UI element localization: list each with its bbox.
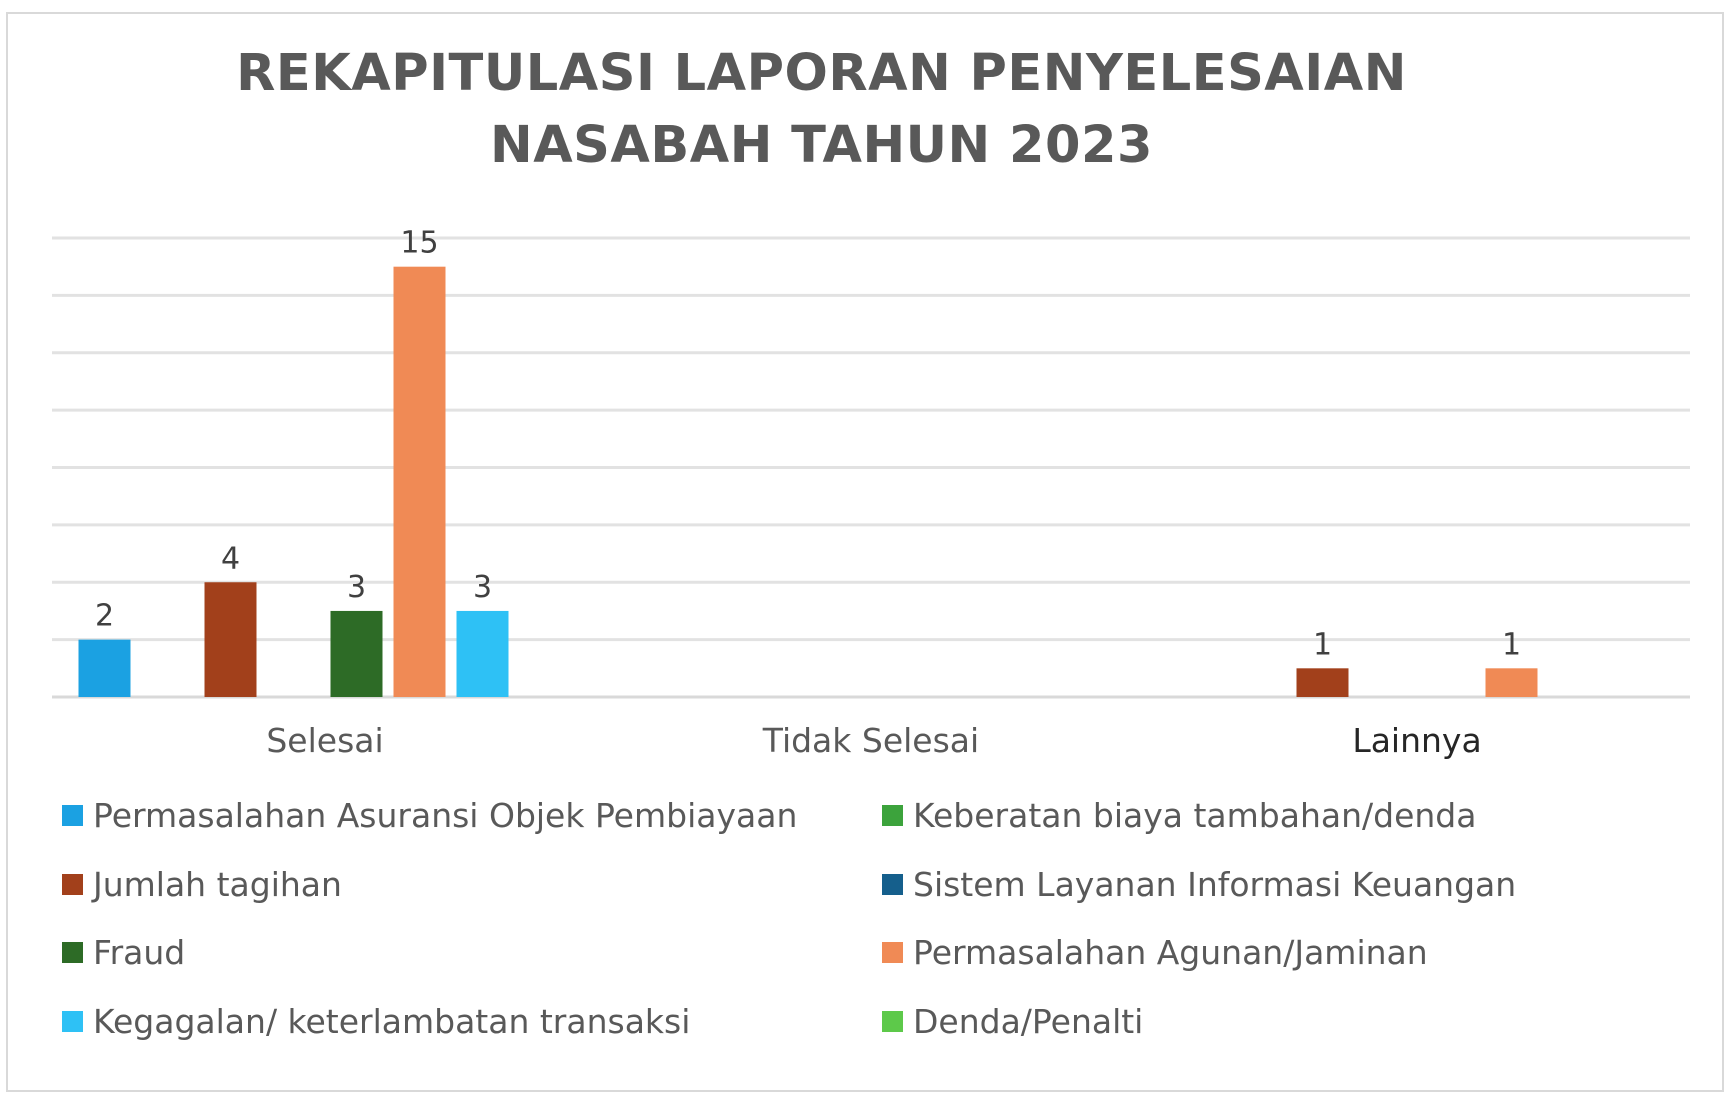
bar (204, 582, 257, 697)
bar (1296, 668, 1349, 697)
data-labels: 2 4 3 15 3 1 1 (95, 226, 1521, 663)
data-label: 2 (95, 599, 114, 634)
category-label: Selesai (266, 721, 383, 760)
gridlines (52, 236, 1690, 699)
bar (456, 610, 509, 697)
data-label: 3 (347, 570, 366, 605)
bar (1485, 668, 1538, 697)
data-label: 1 (1502, 627, 1521, 662)
data-label: 4 (221, 541, 240, 576)
bar (78, 639, 131, 697)
bar (330, 610, 383, 697)
data-label: 3 (473, 570, 492, 605)
chart-frame (6, 12, 1724, 1092)
data-label: 1 (1313, 627, 1332, 662)
chart-title: REKAPITULASI LAPORAN PENYELESAIAN NASABA… (236, 44, 1407, 175)
bars (78, 266, 1538, 697)
category-label: Tidak Selesai (762, 721, 979, 760)
category-labels: Selesai Tidak Selesai Lainnya (266, 721, 1481, 760)
bar (393, 266, 446, 697)
data-label: 15 (400, 226, 438, 261)
category-label: Lainnya (1352, 721, 1481, 760)
